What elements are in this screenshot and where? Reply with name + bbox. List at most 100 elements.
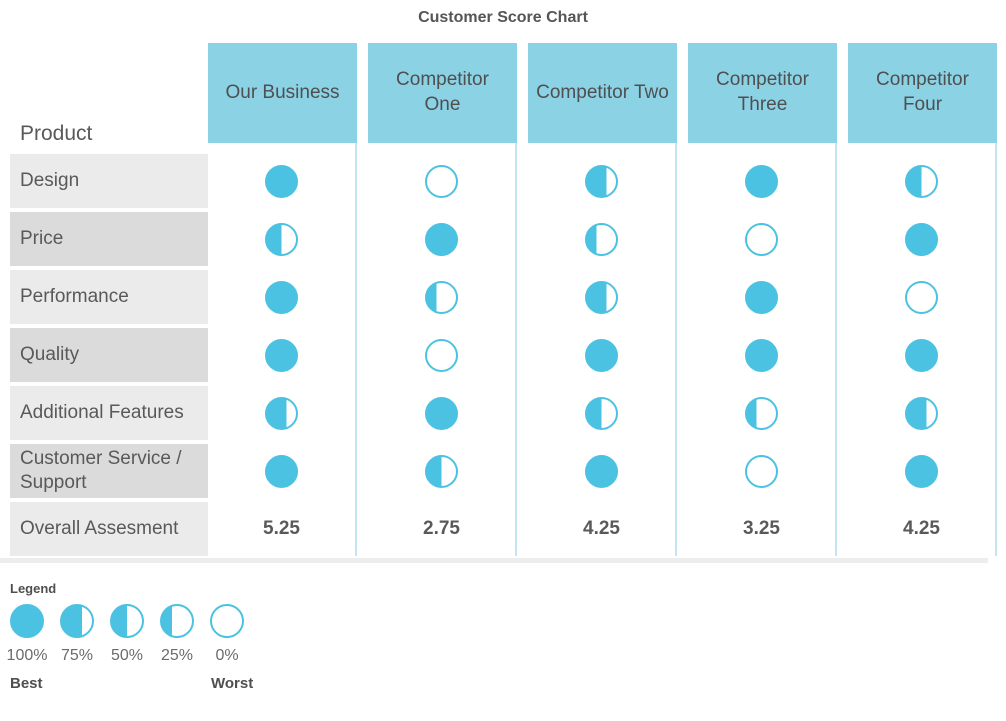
score-cell-additional-features-competitor-one (368, 386, 515, 440)
score-cell-additional-features-competitor-four (848, 386, 995, 440)
harvey-ball-0-icon (745, 222, 778, 256)
harvey-ball-75-icon (905, 396, 938, 430)
harvey-ball-25-icon (425, 280, 458, 314)
legend-pct-label-50: 50% (110, 647, 144, 664)
legend-scale: Best Worst (10, 675, 290, 695)
table-bottom-divider (0, 558, 988, 563)
harvey-ball-0-icon (425, 338, 458, 372)
column-header-competitor-three: Competitor Three (688, 43, 837, 143)
harvey-ball-25-icon (585, 222, 618, 256)
harvey-ball-75-icon (60, 604, 94, 638)
score-cell-design-our-business (208, 154, 355, 208)
harvey-ball-25-icon (160, 604, 194, 638)
column-header-competitor-two: Competitor Two (528, 43, 677, 143)
score-cell-design-competitor-two (528, 154, 675, 208)
legend-best-label: Best (10, 675, 43, 692)
score-cell-customer-service-support-competitor-one (368, 444, 515, 498)
legend-items: 100% 75% 50% 25% 0% (7, 604, 290, 665)
column-header-our-business: Our Business (208, 43, 357, 143)
score-cell-customer-service-support-competitor-three (688, 444, 835, 498)
harvey-ball-100-icon (905, 338, 938, 372)
score-cell-price-our-business (208, 212, 355, 266)
score-cell-quality-competitor-three (688, 328, 835, 382)
score-cell-performance-our-business (208, 270, 355, 324)
score-cell-price-competitor-four (848, 212, 995, 266)
legend-pct-label-0: 0% (215, 647, 239, 664)
column-header-competitor-four: Competitor Four (848, 43, 997, 143)
harvey-ball-0-icon (425, 164, 458, 198)
harvey-ball-100-icon (905, 454, 938, 488)
score-cell-customer-service-support-competitor-four (848, 444, 995, 498)
score-cell-performance-competitor-one (368, 270, 515, 324)
harvey-ball-100-icon (425, 222, 458, 256)
harvey-ball-100-icon (425, 396, 458, 430)
column-our-business: Our Business 5.25 (208, 43, 357, 556)
harvey-ball-100-icon (905, 222, 938, 256)
row-labels: Design Price Performance Quality Additional … (10, 154, 208, 556)
harvey-ball-100-icon (265, 454, 298, 488)
column-body-competitor-one: 2.75 (368, 143, 517, 556)
legend-item-75: 75% (60, 604, 94, 665)
legend-item-25: 25% (160, 604, 194, 665)
column-competitor-three: Competitor Three 3.25 (688, 43, 837, 556)
score-cell-quality-competitor-one (368, 328, 515, 382)
legend-item-100: 100% (7, 604, 47, 665)
harvey-ball-100-icon (265, 338, 298, 372)
overall-score-competitor-four: 4.25 (903, 518, 940, 539)
product-column-header: Product (20, 122, 93, 145)
harvey-ball-100-icon (745, 280, 778, 314)
harvey-ball-100-icon (265, 164, 298, 198)
harvey-ball-0-icon (210, 604, 244, 638)
column-competitor-one: Competitor One 2.75 (368, 43, 517, 556)
score-cell-design-competitor-one (368, 154, 515, 208)
legend-pct-label-25: 25% (160, 647, 194, 664)
harvey-ball-100-icon (585, 454, 618, 488)
column-body-competitor-four: 4.25 (848, 143, 997, 556)
harvey-ball-50-icon (425, 454, 458, 488)
harvey-ball-25-icon (745, 396, 778, 430)
overall-score-competitor-two: 4.25 (583, 518, 620, 539)
row-label-customer-service-support: Customer Service / Support (10, 444, 208, 498)
harvey-ball-100-icon (10, 604, 44, 638)
row-label-quality: Quality (10, 328, 208, 382)
overall-score-our-business: 5.25 (263, 518, 300, 539)
score-cell-performance-competitor-two (528, 270, 675, 324)
row-label-price: Price (10, 212, 208, 266)
legend-item-50: 50% (110, 604, 144, 665)
column-body-our-business: 5.25 (208, 143, 357, 556)
harvey-ball-50-icon (585, 396, 618, 430)
harvey-ball-75-icon (265, 396, 298, 430)
legend-pct-label-100: 100% (6, 647, 48, 664)
score-cell-design-competitor-four (848, 154, 995, 208)
column-competitor-four: Competitor Four 4.25 (848, 43, 997, 556)
harvey-ball-75-icon (585, 280, 618, 314)
legend-worst-label: Worst (211, 675, 254, 692)
score-cell-quality-competitor-four (848, 328, 995, 382)
score-cell-performance-competitor-four (848, 270, 995, 324)
column-body-competitor-three: 3.25 (688, 143, 837, 556)
legend-item-0: 0% (210, 604, 244, 665)
score-cell-price-competitor-one (368, 212, 515, 266)
harvey-ball-50-icon (265, 222, 298, 256)
row-label-performance: Performance (10, 270, 208, 324)
score-cell-customer-service-support-our-business (208, 444, 355, 498)
legend-pct-label-75: 75% (60, 647, 94, 664)
legend-title: Legend (10, 581, 57, 596)
score-cell-quality-competitor-two (528, 328, 675, 382)
column-competitor-two: Competitor Two 4.25 (528, 43, 677, 556)
legend: Legend 100% 75% 50% 25% 0% Best Worst (7, 581, 290, 695)
row-label-column: Product Design Price Performance Quality Add… (10, 43, 208, 556)
harvey-ball-50-icon (110, 604, 144, 638)
column-body-competitor-two: 4.25 (528, 143, 677, 556)
harvey-ball-100-icon (745, 338, 778, 372)
harvey-ball-50-icon (905, 164, 938, 198)
column-header-competitor-one: Competitor One (368, 43, 517, 143)
score-cell-additional-features-competitor-two (528, 386, 675, 440)
harvey-ball-100-icon (585, 338, 618, 372)
score-cell-additional-features-competitor-three (688, 386, 835, 440)
chart-title: Customer Score Chart (418, 9, 588, 26)
row-label-overall-assesment: Overall Assesment (10, 502, 208, 556)
score-cell-price-competitor-two (528, 212, 675, 266)
score-cell-customer-service-support-competitor-two (528, 444, 675, 498)
